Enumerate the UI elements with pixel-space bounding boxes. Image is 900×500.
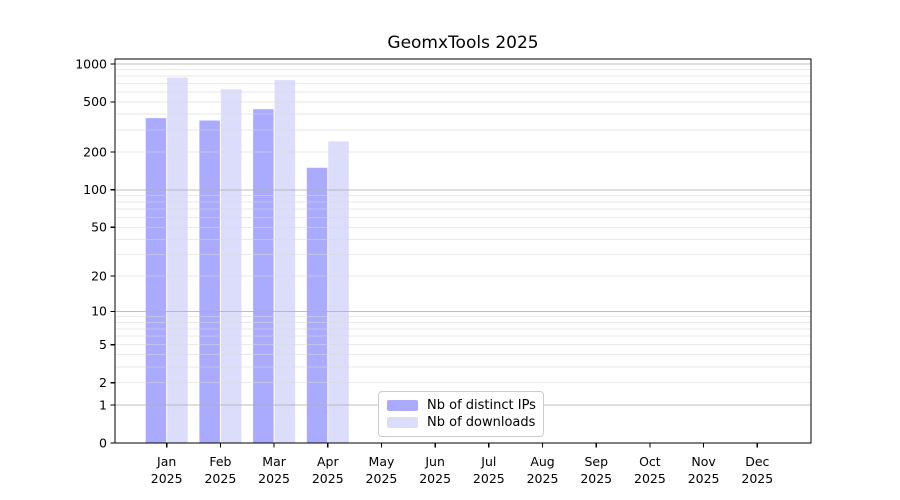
- chart-title: GeomxTools 2025: [387, 33, 539, 53]
- x-tick-label-may: May 2025: [366, 454, 398, 486]
- x-tick-label-feb: Feb 2025: [204, 454, 236, 486]
- y-tick-label: 100: [83, 182, 107, 197]
- legend: Nb of distinct IPs Nb of downloads: [378, 391, 544, 437]
- legend-swatch-downloads: [387, 417, 418, 429]
- x-tick-label-nov: Nov 2025: [688, 454, 720, 486]
- y-tick-label: 5: [99, 337, 107, 352]
- x-tick-label-apr: Apr 2025: [312, 454, 344, 486]
- y-tick-label: 20: [91, 268, 107, 283]
- x-tick-label-mar: Mar 2025: [258, 454, 290, 486]
- y-tick-label: 1000: [75, 56, 107, 71]
- bar-downloads-jan: [167, 77, 188, 444]
- y-tick-label: 500: [83, 94, 107, 109]
- x-tick-label-oct: Oct 2025: [634, 454, 666, 486]
- plot-frame: [114, 58, 812, 444]
- y-tick-label: 10: [91, 304, 107, 319]
- y-tick-label: 1: [99, 397, 107, 412]
- bar-downloads-mar: [274, 80, 296, 444]
- bar-distinct-ips-feb: [199, 120, 220, 444]
- x-tick-label-jun: Jun 2025: [419, 454, 451, 486]
- legend-swatch-distinct-ips: [387, 399, 418, 411]
- bar-downloads-apr: [328, 141, 349, 443]
- x-tick-label-dec: Dec 2025: [741, 454, 773, 486]
- legend-item-downloads: Nb of downloads: [379, 416, 543, 429]
- legend-label-distinct-ips: Nb of distinct IPs: [427, 397, 536, 413]
- bar-distinct-ips-jan: [145, 118, 167, 443]
- legend-item-distinct-ips: Nb of distinct IPs: [379, 399, 543, 412]
- x-tick-label-aug: Aug 2025: [527, 454, 559, 486]
- x-tick-label-jan: Jan 2025: [151, 454, 183, 486]
- y-tick-label: 50: [91, 220, 107, 235]
- x-tick-label-jul: Jul 2025: [473, 454, 505, 486]
- legend-label-downloads: Nb of downloads: [427, 415, 536, 431]
- y-tick-label: 2: [99, 375, 107, 390]
- y-tick-label: 0: [99, 435, 107, 450]
- x-tick-label-sep: Sep 2025: [580, 454, 612, 486]
- bar-downloads-feb: [220, 89, 242, 443]
- y-tick-label: 200: [83, 144, 107, 159]
- bar-distinct-ips-apr: [306, 167, 328, 443]
